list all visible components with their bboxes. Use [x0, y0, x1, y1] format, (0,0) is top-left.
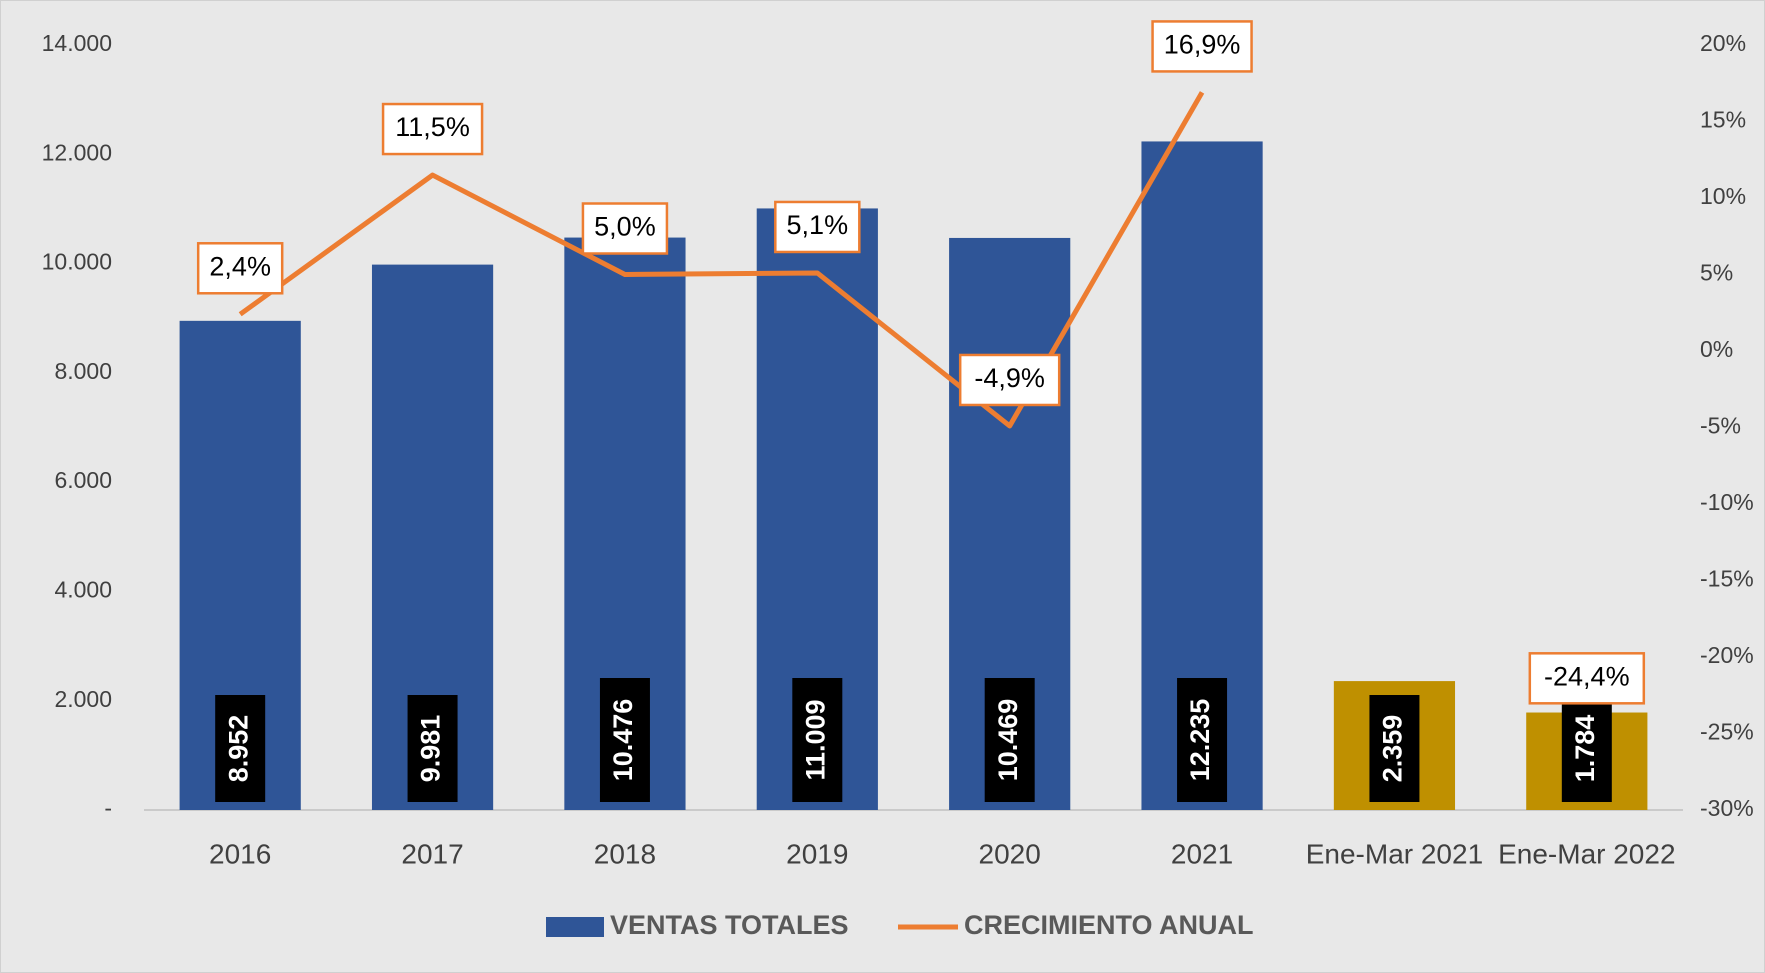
y-tick-label: 10.000: [42, 249, 112, 275]
value-label-box: [1151, 20, 1253, 73]
y2-tick-label: 20%: [1700, 30, 1746, 56]
legend-swatch: [546, 917, 604, 937]
x-tick-label: Ene-Mar 2022: [1498, 838, 1675, 869]
legend-label: VENTAS TOTALES: [610, 910, 849, 940]
y-tick-label: 6.000: [54, 467, 112, 493]
y2-tick-label: 10%: [1700, 183, 1746, 209]
x-tick-label: 2020: [979, 838, 1041, 869]
value-label: -4,9%: [974, 363, 1045, 393]
y2-tick-label: 5%: [1700, 260, 1733, 286]
value-label: 11.009: [800, 699, 830, 780]
y-tick-label: 2.000: [54, 686, 112, 712]
value-label-box: [958, 353, 1061, 407]
value-label: 2.359: [1378, 715, 1408, 783]
value-label: 9.981: [416, 715, 446, 783]
x-tick-label: 2018: [594, 838, 656, 869]
y2-tick-label: -30%: [1700, 795, 1754, 821]
value-label-box: [774, 200, 861, 254]
x-tick-label: 2016: [209, 838, 271, 869]
value-label-box: [581, 202, 669, 255]
value-label: 11,5%: [395, 112, 470, 142]
y2-tick-label: -20%: [1700, 642, 1754, 668]
value-label: 8.952: [223, 715, 253, 783]
x-tick-label: 2017: [401, 838, 463, 869]
value-label: 5,0%: [594, 212, 656, 242]
value-label: -24,4%: [1544, 661, 1630, 691]
y2-tick-label: -15%: [1700, 566, 1754, 592]
x-tick-label: Ene-Mar 2021: [1306, 838, 1483, 869]
value-label-box: [1528, 652, 1646, 705]
legend-label: CRECIMIENTO ANUAL: [964, 910, 1254, 940]
value-label: 10.469: [993, 699, 1023, 782]
x-tick-label: 2021: [1171, 838, 1233, 869]
value-label-box: [984, 678, 1035, 802]
value-label-box: [215, 695, 266, 802]
value-label: 16,9%: [1164, 30, 1241, 60]
y-tick-label: 12.000: [42, 139, 112, 165]
y-tick-label: 4.000: [54, 577, 112, 603]
x-tick-label: 2019: [786, 838, 848, 869]
value-label-box: [792, 678, 843, 802]
value-label-box: [599, 678, 650, 802]
y2-tick-label: 0%: [1700, 336, 1733, 362]
value-label-box: [381, 102, 484, 156]
value-label-box: [196, 242, 284, 295]
value-label: 5,1%: [787, 210, 849, 240]
value-label: 2,4%: [209, 251, 271, 281]
y-tick-label: 8.000: [54, 358, 112, 384]
value-label: 1.784: [1570, 715, 1600, 783]
value-label: 12.235: [1185, 699, 1215, 782]
y2-tick-label: -5%: [1700, 413, 1741, 439]
value-label: 10.476: [608, 699, 638, 782]
y-tick-label: 14.000: [42, 30, 112, 56]
y2-tick-label: 15%: [1700, 107, 1746, 133]
y-tick-label: -: [104, 795, 112, 821]
value-label-box: [1369, 695, 1420, 802]
value-label-box: [1561, 695, 1612, 802]
y2-tick-label: -25%: [1700, 719, 1754, 745]
y2-tick-label: -10%: [1700, 489, 1754, 515]
value-label-box: [1177, 678, 1228, 802]
value-label-box: [407, 695, 458, 802]
